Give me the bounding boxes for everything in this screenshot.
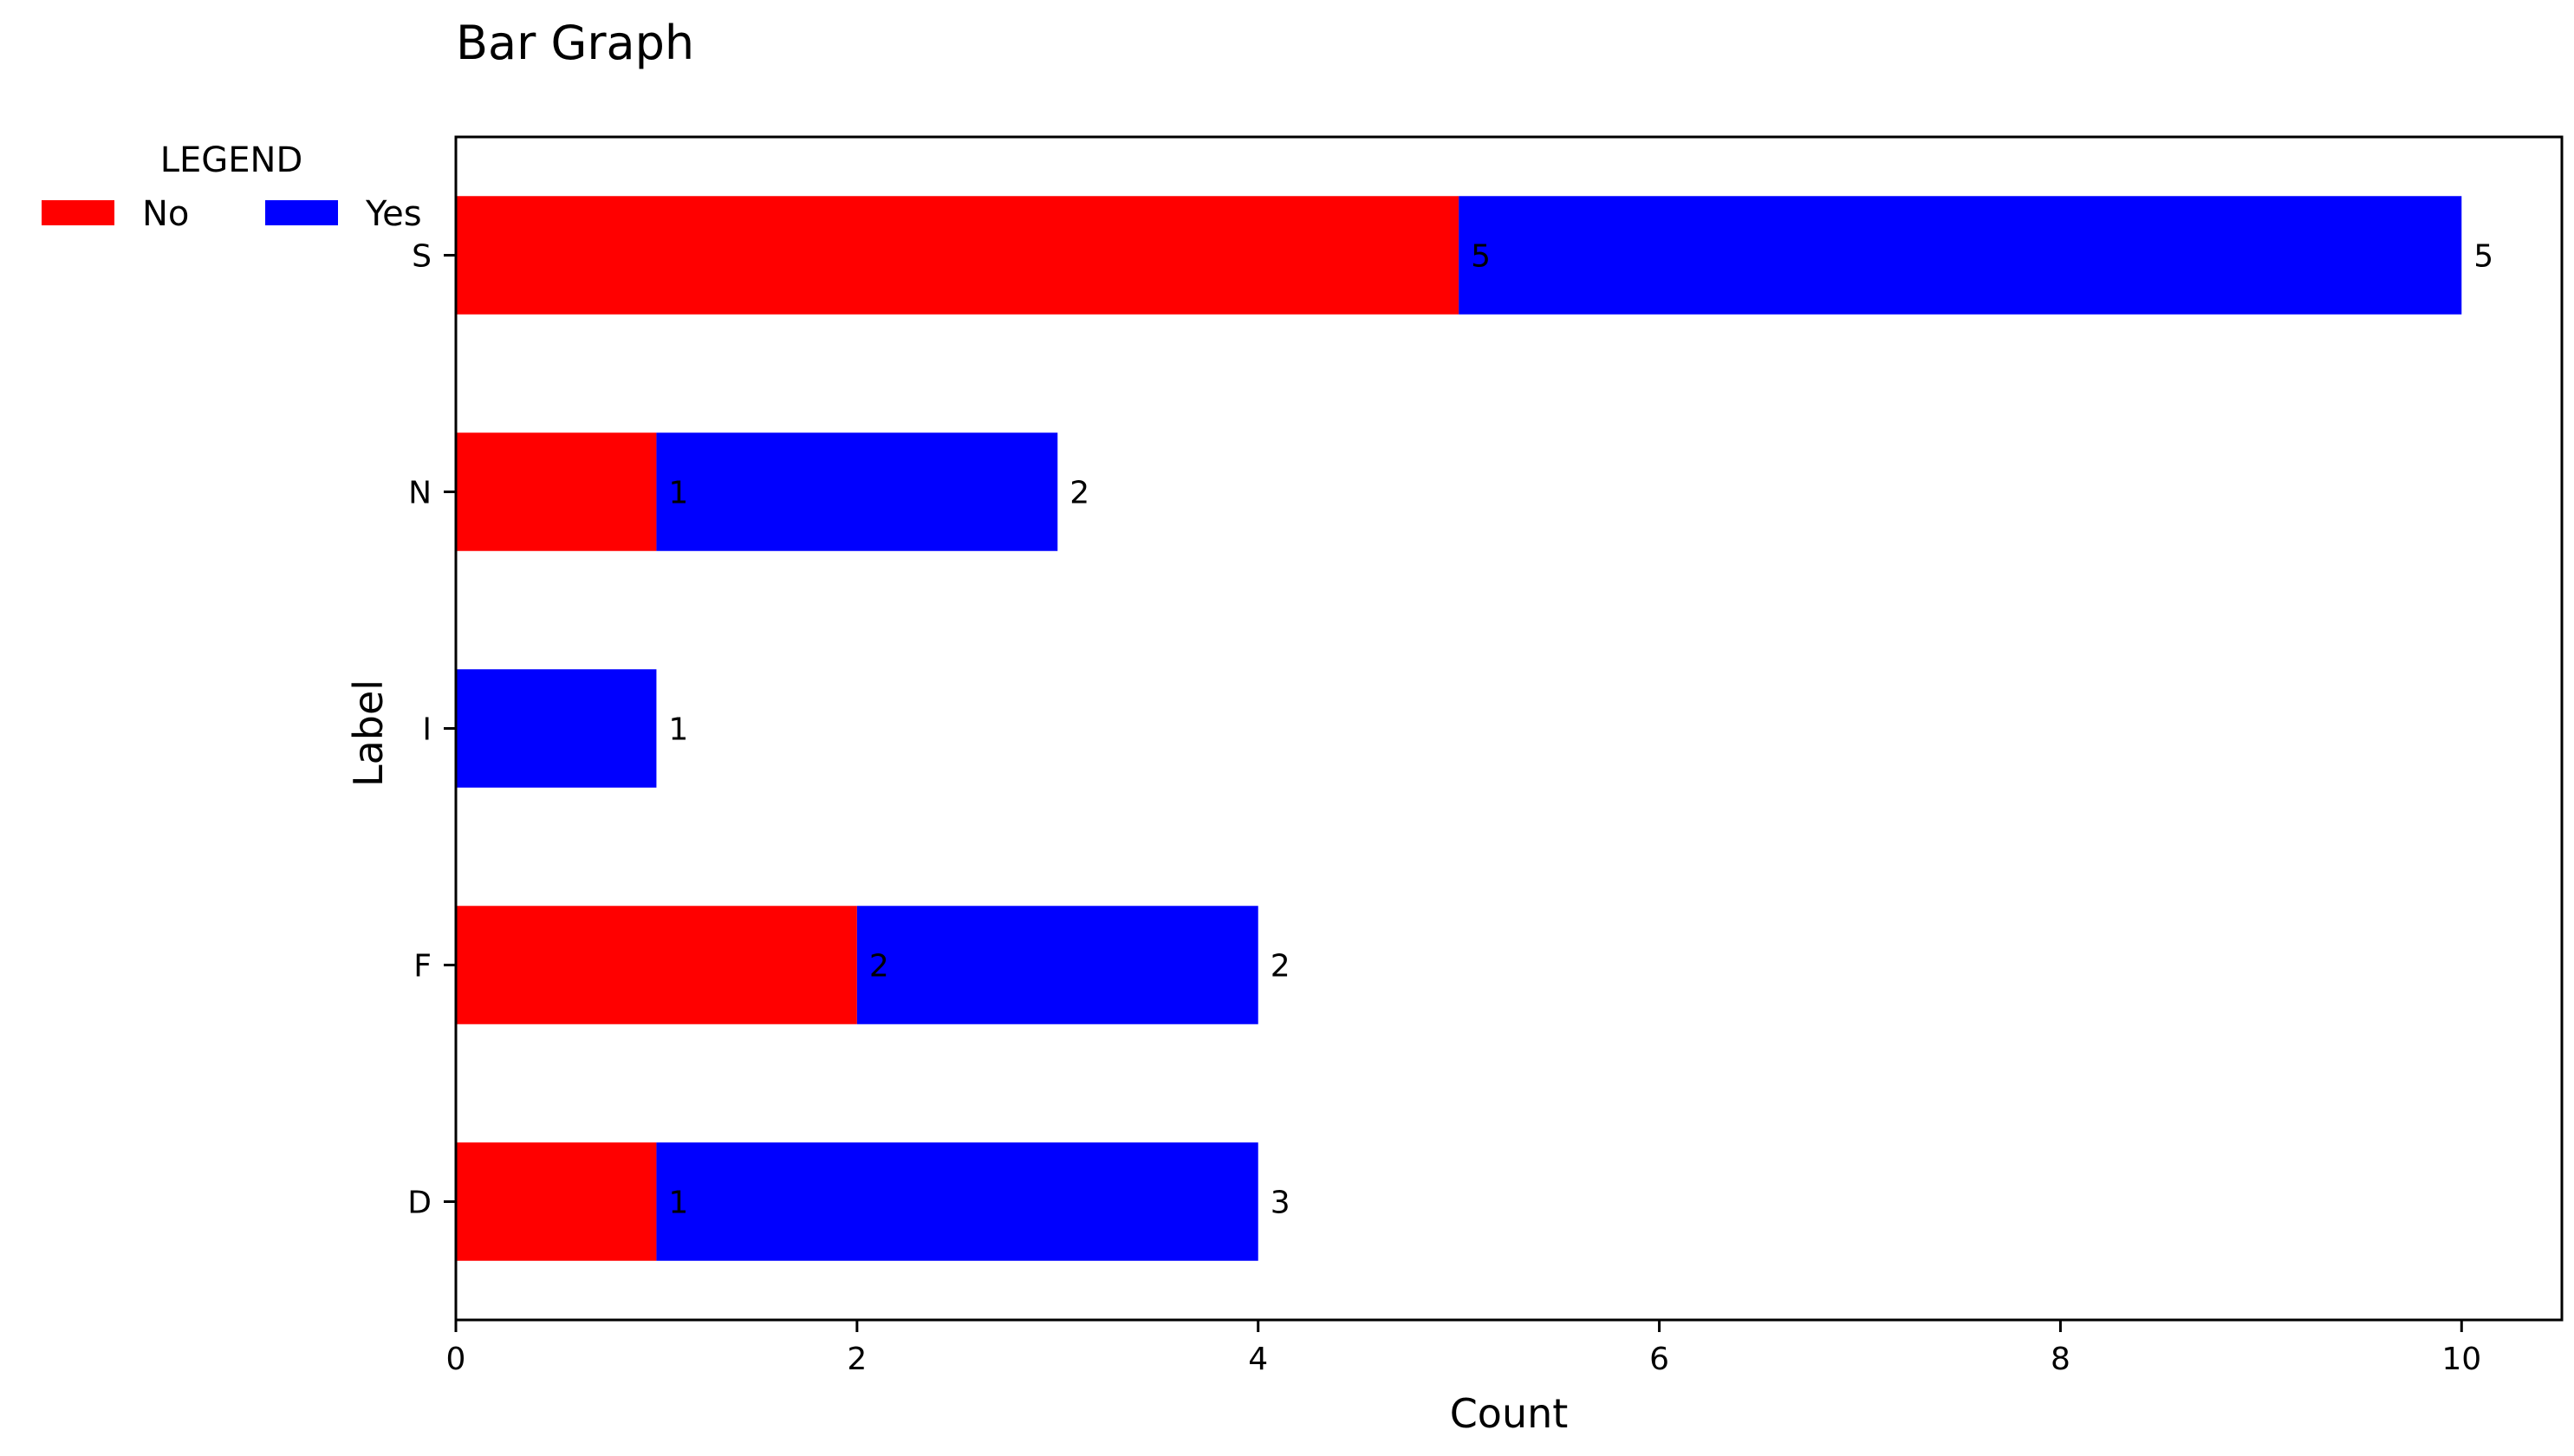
bar-yes-d	[656, 1142, 1258, 1261]
legend-swatch-yes	[265, 200, 338, 225]
bar-value-label: 3	[1271, 1186, 1290, 1221]
bar-value-label: 5	[1471, 239, 1491, 275]
y-axis-label: Label	[345, 679, 392, 787]
bar-value-label: 2	[1271, 949, 1290, 985]
x-axis: 0 2 4 6 8 10	[446, 1320, 2481, 1377]
legend-label-yes: Yes	[365, 194, 422, 234]
bar-yes-s	[1459, 196, 2462, 315]
y-tick-label: F	[413, 949, 432, 985]
bar-no-n	[456, 432, 657, 551]
bar-no-d	[456, 1142, 657, 1261]
bars-group	[456, 196, 2462, 1261]
bar-value-label: 2	[1069, 476, 1089, 511]
y-tick-label: I	[422, 712, 432, 748]
bar-no-s	[456, 196, 1459, 315]
bar-labels-group: 1 2 1 5 3 2 1 2 5	[668, 239, 2493, 1221]
bar-no-f	[456, 906, 857, 1024]
y-tick-label: S	[412, 239, 432, 275]
bar-yes-f	[856, 906, 1258, 1024]
bar-value-label: 1	[668, 1186, 688, 1221]
y-axis: D F I N S	[407, 239, 456, 1221]
legend-entries: No Yes	[42, 194, 422, 234]
x-tick-label: 10	[2441, 1342, 2481, 1377]
bar-value-label: 1	[668, 712, 688, 748]
x-tick-label: 2	[847, 1342, 867, 1377]
bar-yes-i	[456, 669, 657, 788]
x-axis-label: Count	[1450, 1390, 1569, 1437]
chart-title: Bar Graph	[456, 16, 694, 70]
legend: LEGEND No Yes	[42, 140, 422, 234]
x-tick-label: 8	[2051, 1342, 2070, 1377]
legend-label-no: No	[142, 194, 189, 234]
y-tick-label: N	[408, 476, 432, 511]
bar-yes-n	[656, 432, 1058, 551]
bar-value-label: 5	[2473, 239, 2493, 275]
legend-swatch-no	[42, 200, 114, 225]
legend-title: LEGEND	[160, 140, 303, 180]
x-tick-label: 4	[1248, 1342, 1268, 1377]
bar-value-label: 1	[668, 476, 688, 511]
x-tick-label: 6	[1649, 1342, 1669, 1377]
x-tick-label: 0	[446, 1342, 466, 1377]
bar-value-label: 2	[869, 949, 889, 985]
y-tick-label: D	[407, 1186, 432, 1221]
